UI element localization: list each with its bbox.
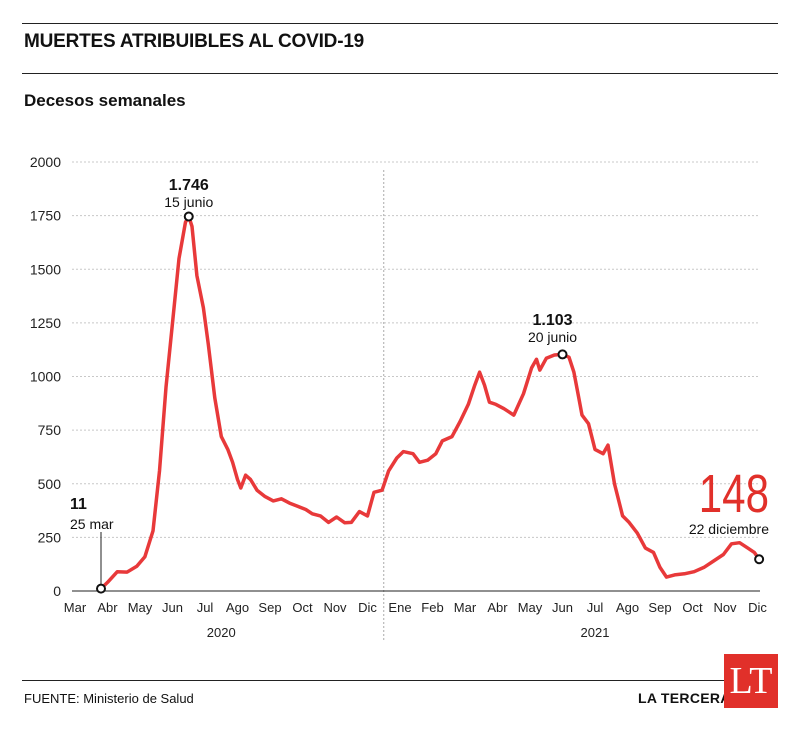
x-tick-label: Nov: [323, 600, 347, 615]
y-tick-label: 1250: [30, 315, 61, 331]
x-tick-label: Mar: [454, 600, 477, 615]
year-label: 2020: [207, 625, 236, 640]
x-tick-label: Oct: [292, 600, 313, 615]
y-tick-label: 2000: [30, 154, 61, 170]
x-tick-label: May: [518, 600, 543, 615]
top-rule: [22, 23, 778, 24]
y-tick-label: 1000: [30, 369, 61, 385]
y-tick-label: 1500: [30, 261, 61, 277]
annotation-marker: [557, 349, 568, 360]
bottom-rule: [22, 680, 778, 681]
publisher-logo: LT: [724, 654, 778, 708]
axis-layer: 0 250 500 750 1000 1250 1500 1750 2000 Mar Abr May J…: [30, 154, 768, 640]
y-tick-label: 1750: [30, 208, 61, 224]
x-tick-label: Abr: [487, 600, 508, 615]
y-tick-label: 0: [53, 583, 61, 599]
annotation-date: 20 junio: [528, 329, 577, 345]
x-tick-label: Jul: [587, 600, 604, 615]
annotation-date: 25 mar: [70, 516, 114, 532]
series-layer: [99, 214, 761, 591]
y-tick-label: 500: [38, 476, 62, 492]
x-tick-label: Sep: [258, 600, 281, 615]
x-tick-label: Abr: [97, 600, 118, 615]
chart-subtitle: Decesos semanales: [24, 91, 186, 110]
x-tick-label: Feb: [421, 600, 443, 615]
x-tick-label: Ago: [616, 600, 639, 615]
annotation-value: 1.746: [169, 177, 209, 194]
source-note: FUENTE: Ministerio de Salud: [24, 691, 194, 706]
x-tick-label: May: [128, 600, 153, 615]
annotation-value: 1.103: [532, 312, 572, 329]
x-tick-label: Jun: [162, 600, 183, 615]
x-tick-label: Jul: [197, 600, 214, 615]
publisher-name: LA TERCERA: [638, 690, 731, 706]
series-line: [99, 214, 761, 591]
line-chart: 0 250 500 750 1000 1250 1500 1750 2000 Mar Abr May J…: [30, 154, 769, 640]
x-tick-label: Mar: [64, 600, 87, 615]
x-tick-label: Dic: [358, 600, 377, 615]
chart-title: MUERTES ATRIBUIBLES AL COVID-19: [24, 31, 365, 52]
annotation-date: 22 diciembre: [689, 521, 769, 537]
x-tick-label: Dic: [748, 600, 767, 615]
title-rule: [22, 73, 778, 74]
annotation-marker: [754, 554, 765, 565]
annotation-value: 11: [70, 496, 87, 513]
annotation-marker: [183, 211, 194, 222]
annotation-value: 148: [699, 464, 769, 524]
grid-layer: [72, 161, 760, 640]
x-tick-label: Jun: [552, 600, 573, 615]
year-label: 2021: [581, 625, 610, 640]
x-tick-label: Oct: [682, 600, 703, 615]
x-tick-label: Ene: [388, 600, 411, 615]
y-tick-label: 250: [38, 529, 62, 545]
x-tick-label: Ago: [226, 600, 249, 615]
annotation-marker: [96, 583, 106, 594]
y-tick-label: 750: [38, 422, 62, 438]
x-tick-label: Sep: [648, 600, 671, 615]
x-tick-label: Nov: [713, 600, 737, 615]
annotation-date: 15 junio: [164, 194, 213, 210]
